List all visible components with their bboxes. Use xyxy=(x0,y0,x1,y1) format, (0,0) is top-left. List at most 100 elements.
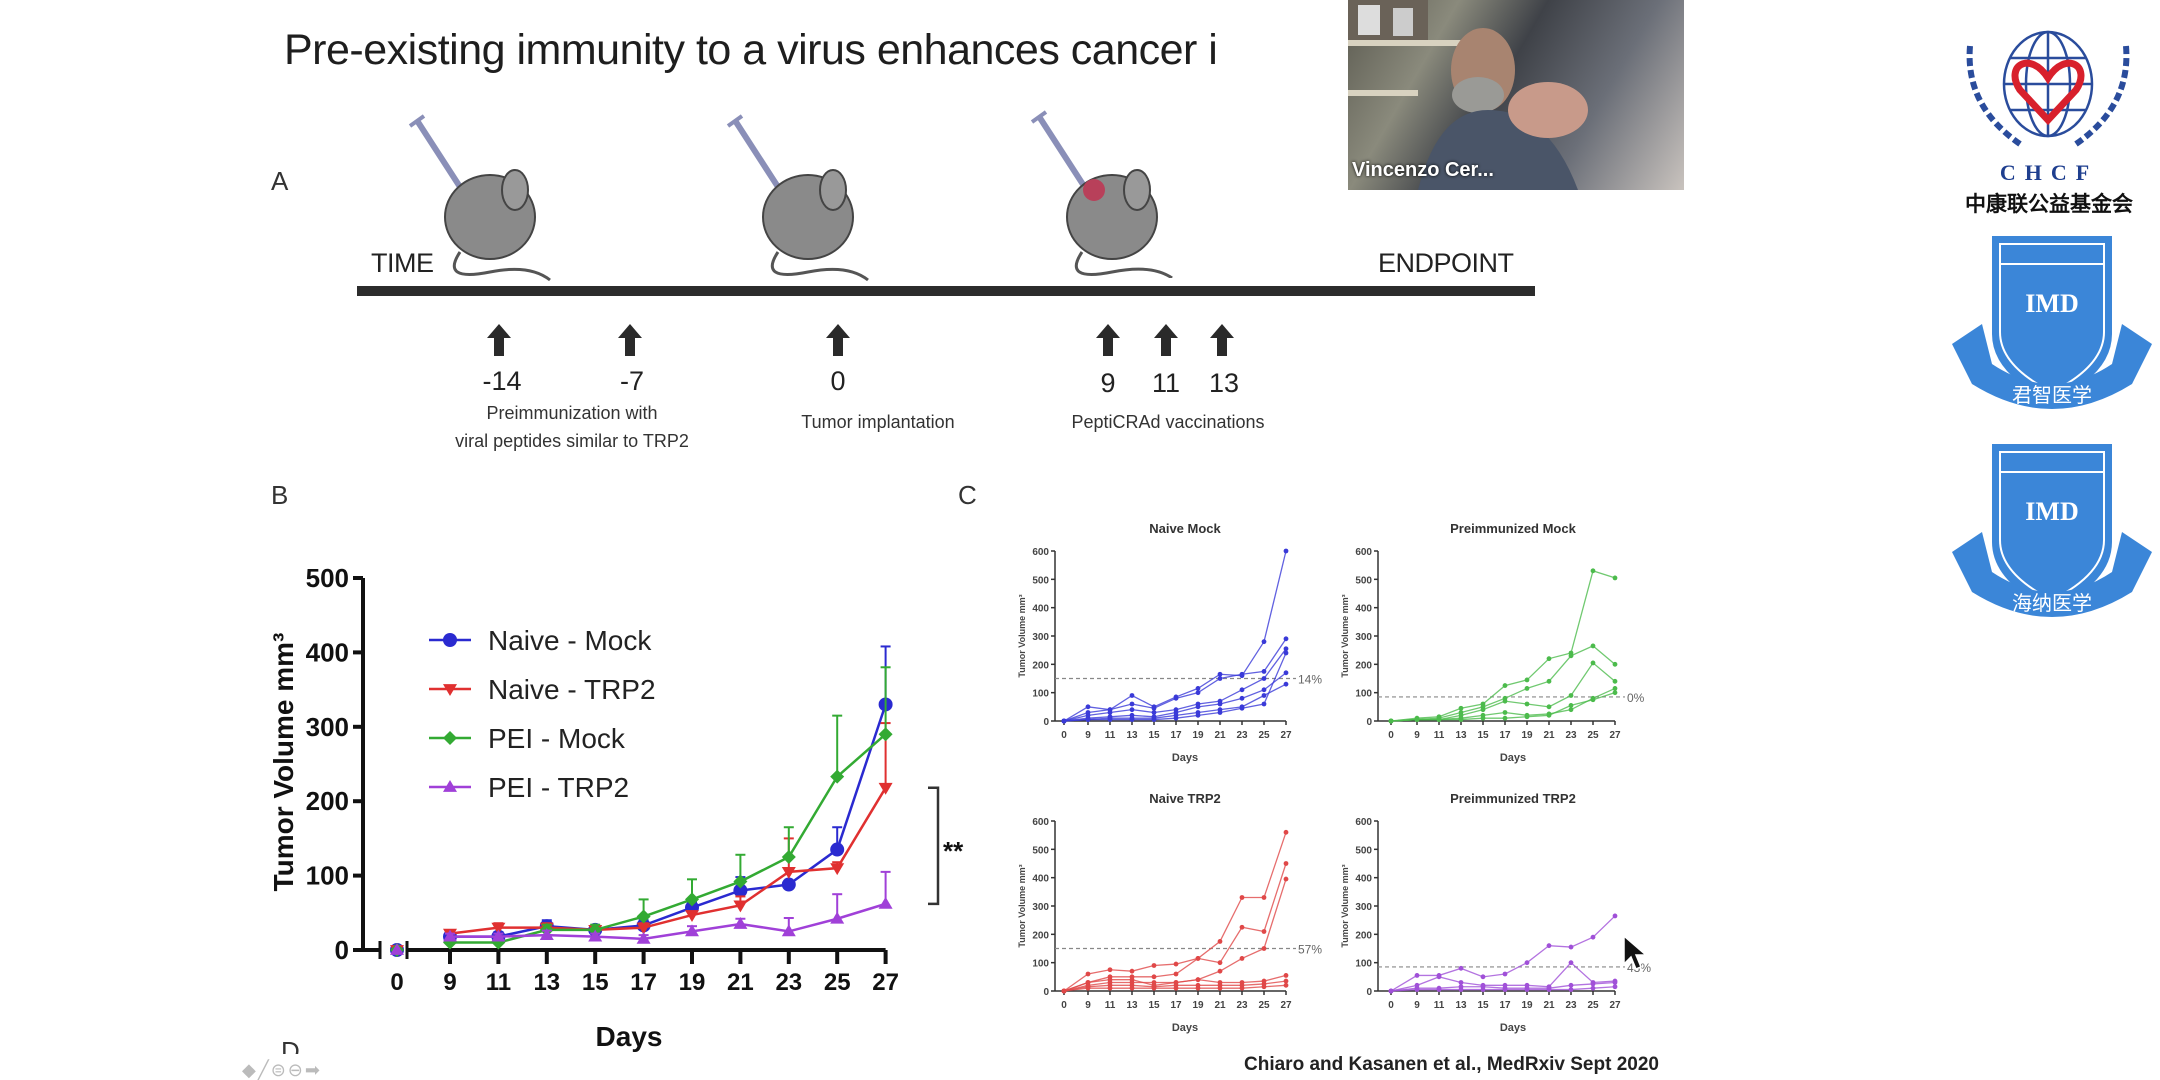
data-point xyxy=(1612,678,1618,684)
x-tick-label: 27 xyxy=(872,969,899,996)
timeline-start-label: TIME xyxy=(371,248,434,278)
data-point xyxy=(1502,683,1508,688)
x-tick-label: 15 xyxy=(1477,1000,1489,1011)
data-point xyxy=(830,863,845,876)
data-point xyxy=(1239,705,1245,711)
data-point xyxy=(1239,924,1245,930)
series-line xyxy=(450,704,887,938)
zoom-out-icon[interactable]: ⊖ xyxy=(287,1060,305,1080)
data-point xyxy=(1388,988,1394,994)
tumor-icon xyxy=(1083,179,1105,201)
timeline-day-label: 0 xyxy=(830,366,846,396)
legend-label: PEI - TRP2 xyxy=(488,772,629,803)
webcam-video-tile[interactable]: Vincenzo Cer... xyxy=(1348,0,1684,190)
data-point xyxy=(1590,697,1596,703)
legend-label: PEI - Mock xyxy=(488,723,626,754)
syringe-icon xyxy=(408,114,465,192)
data-point xyxy=(1436,717,1442,722)
y-tick-label: 500 xyxy=(1355,575,1372,586)
pen-icon[interactable]: ╱ xyxy=(257,1060,271,1080)
data-point xyxy=(1568,960,1574,966)
data-point xyxy=(1283,829,1289,835)
arrow-up-icon xyxy=(826,324,850,356)
y-axis-label: Tumor Volume mm³ xyxy=(1017,864,1027,947)
data-point xyxy=(1612,913,1618,919)
vaccinations-caption: PeptiCRAd vaccinations xyxy=(1071,412,1265,432)
x-tick-label: 21 xyxy=(1543,1000,1555,1011)
data-point xyxy=(1568,944,1574,950)
x-tick-label: 0 xyxy=(1061,1000,1067,1011)
data-point xyxy=(1239,671,1245,677)
imd-junzhi-logo: IMD 君智医学 xyxy=(1952,236,2152,409)
data-point xyxy=(1590,568,1596,574)
data-point xyxy=(1568,693,1574,698)
data-point xyxy=(1085,971,1091,977)
x-tick-label: 9 xyxy=(1414,1000,1420,1011)
data-point xyxy=(830,911,845,924)
data-point xyxy=(1590,981,1596,987)
data-point xyxy=(1546,987,1552,992)
data-point xyxy=(1568,982,1574,988)
menu-icon[interactable]: ⊜ xyxy=(270,1060,288,1080)
y-tick-label: 500 xyxy=(306,563,349,593)
arrow-right-icon[interactable]: ➡ xyxy=(304,1060,322,1080)
syringe-icon xyxy=(726,114,783,192)
individual-curve xyxy=(1388,690,1618,724)
data-point xyxy=(1107,717,1113,722)
y-tick-label: 300 xyxy=(306,712,349,742)
x-tick-label: 15 xyxy=(1477,730,1489,741)
data-point xyxy=(1590,985,1596,991)
data-point xyxy=(1458,980,1464,985)
data-point xyxy=(1061,718,1067,724)
y-tick-label: 300 xyxy=(1355,902,1372,913)
data-point xyxy=(733,916,748,929)
data-point xyxy=(1195,985,1201,991)
x-tick-label: 23 xyxy=(1565,730,1577,741)
data-point xyxy=(1085,704,1091,710)
data-point xyxy=(1568,707,1574,713)
mouse-with-tumor-illustration xyxy=(1030,110,1173,278)
x-tick-label: 23 xyxy=(775,969,802,996)
series-line xyxy=(450,902,886,941)
data-point xyxy=(1283,978,1289,984)
data-point xyxy=(733,900,748,913)
x-tick-label: 25 xyxy=(824,969,851,996)
data-point xyxy=(1195,686,1201,691)
data-point xyxy=(1261,639,1267,645)
y-tick-label: 200 xyxy=(1355,660,1372,671)
mouse-syringe-illustration xyxy=(408,114,551,282)
data-point xyxy=(1524,714,1530,720)
x-tick-label: 11 xyxy=(1434,1000,1445,1011)
x-tick-label: 9 xyxy=(1085,730,1091,741)
data-point xyxy=(1546,943,1552,949)
data-point xyxy=(1085,985,1091,991)
data-point xyxy=(685,910,699,923)
series-line xyxy=(1390,645,1616,722)
y-tick-label: 400 xyxy=(1032,874,1049,885)
data-point xyxy=(1590,643,1596,649)
y-tick-label: 600 xyxy=(1032,817,1049,828)
data-point xyxy=(1151,974,1157,980)
slide-title: Pre-existing immunity to a virus enhance… xyxy=(284,26,1218,74)
data-point xyxy=(1217,985,1223,991)
panel-label-c: C xyxy=(958,480,977,510)
data-point xyxy=(1590,660,1596,666)
data-point xyxy=(878,896,893,909)
x-tick-label: 27 xyxy=(1280,1000,1292,1011)
y-tick-label: 0 xyxy=(1043,717,1049,728)
x-tick-label: 17 xyxy=(630,969,657,996)
panel-preimmunized-mock: Preimmunized Mock 0 100 200 300 400 500 600 0 9 11… xyxy=(1340,521,1645,764)
arrow-left-icon[interactable]: ◆ xyxy=(242,1060,258,1080)
data-point xyxy=(1217,939,1223,944)
data-point xyxy=(1568,987,1574,992)
data-point xyxy=(1173,695,1179,701)
tumor-volume-chart: 0 100 200 300 400 500 0 9 11 13 15 17 19 21 23 25 27 Days… xyxy=(268,563,964,1052)
data-point xyxy=(1283,681,1289,687)
data-point xyxy=(1261,946,1267,951)
x-axis-label: Days xyxy=(596,1021,663,1052)
panel-label-d: D xyxy=(281,1036,300,1054)
y-tick-label: 0 xyxy=(1043,987,1049,998)
x-tick-label: 27 xyxy=(1609,1000,1621,1011)
data-point xyxy=(1195,704,1201,710)
